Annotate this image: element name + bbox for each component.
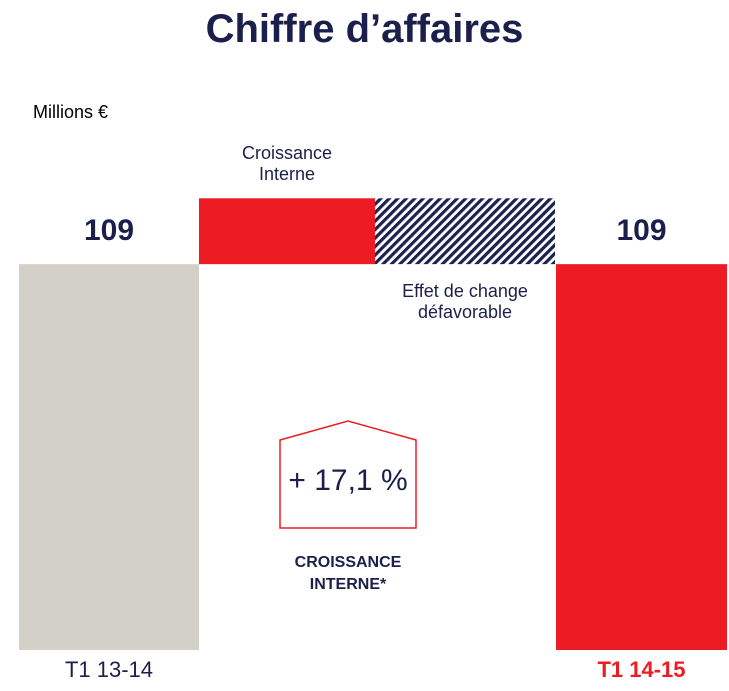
annotation-box <box>279 420 417 529</box>
value-label: 109 <box>83 214 135 248</box>
value-label: 109 <box>616 214 667 248</box>
bar <box>556 264 727 650</box>
segment-label: Croissance Interne <box>241 143 333 184</box>
segment-label: Effet de change défavorable <box>402 281 528 322</box>
bar <box>375 198 555 265</box>
unit-label: Millions € <box>33 102 109 122</box>
annotation-label: CROISSANCE INTERNE* <box>294 554 402 594</box>
chart-title: Chiffre d’affaires <box>205 7 524 51</box>
bar <box>199 198 375 265</box>
x-tick-label: T1 14-15 <box>597 657 686 682</box>
x-tick-label: T1 13-14 <box>64 657 154 682</box>
bar <box>19 264 199 650</box>
annotation-value: + 17,1 % <box>288 464 408 497</box>
